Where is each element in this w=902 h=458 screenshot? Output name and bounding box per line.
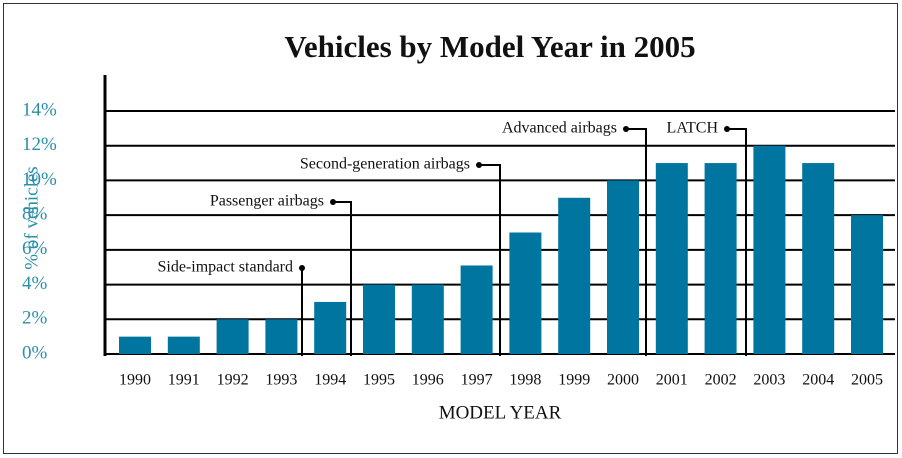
x-tick-label: 1992	[217, 372, 249, 389]
chart-title: Vehicles by Model Year in 2005	[284, 29, 695, 64]
y-tick-label: 8%	[22, 204, 48, 225]
x-tick-label: 1997	[461, 372, 493, 389]
bar	[558, 197, 591, 354]
annotation: Second-generation airbags	[300, 156, 470, 173]
bar	[753, 145, 786, 354]
x-tick-label: 1991	[168, 372, 200, 389]
bar	[167, 336, 200, 354]
annotation: Passenger airbags	[210, 193, 324, 210]
x-tick-label: 1993	[265, 372, 297, 389]
x-tick-label: 2003	[753, 372, 785, 389]
bar	[851, 215, 883, 354]
bar	[363, 284, 395, 354]
bar	[460, 265, 493, 354]
annotation-leader	[479, 164, 501, 356]
x-tick-label: 2004	[802, 372, 834, 389]
bar	[314, 301, 347, 354]
bar	[216, 319, 249, 354]
y-axis-label: % of vehicles	[21, 166, 42, 269]
annotation-leader	[727, 128, 747, 356]
bar	[607, 180, 639, 354]
bar	[509, 232, 542, 354]
y-tick-label: 0%	[22, 342, 48, 363]
bar	[655, 163, 688, 354]
bar	[119, 336, 151, 354]
x-tick-label: 2002	[705, 372, 737, 389]
y-tick-label: 4%	[22, 273, 48, 294]
bar	[265, 319, 298, 354]
x-tick-label: 1998	[509, 372, 541, 389]
x-tick-label: 2000	[607, 372, 639, 389]
y-tick-label: 12%	[22, 134, 57, 155]
x-axis-label: MODEL YEAR	[439, 402, 562, 423]
bar	[704, 163, 737, 354]
y-tick-label: 6%	[22, 238, 48, 259]
annotation: Advanced airbags	[502, 120, 617, 137]
bar	[411, 284, 444, 354]
y-tick-label: 14%	[22, 99, 57, 120]
annotation-leader	[626, 128, 647, 356]
x-tick-label: 2001	[656, 372, 688, 389]
annotation: LATCH	[666, 120, 718, 137]
x-tick-label: 1995	[363, 372, 395, 389]
annotation-leader	[333, 201, 352, 356]
bar	[802, 163, 835, 354]
y-tick-label: 10%	[22, 169, 57, 190]
x-tick-label: 1990	[119, 372, 151, 389]
x-tick-label: 1994	[314, 372, 346, 389]
annotation: Side-impact standard	[157, 259, 293, 276]
x-tick-label: 1999	[558, 372, 590, 389]
frame	[3, 3, 898, 454]
y-tick-label: 2%	[22, 308, 48, 329]
x-tick-label: 1996	[412, 372, 444, 389]
x-tick-label: 2005	[851, 372, 883, 389]
